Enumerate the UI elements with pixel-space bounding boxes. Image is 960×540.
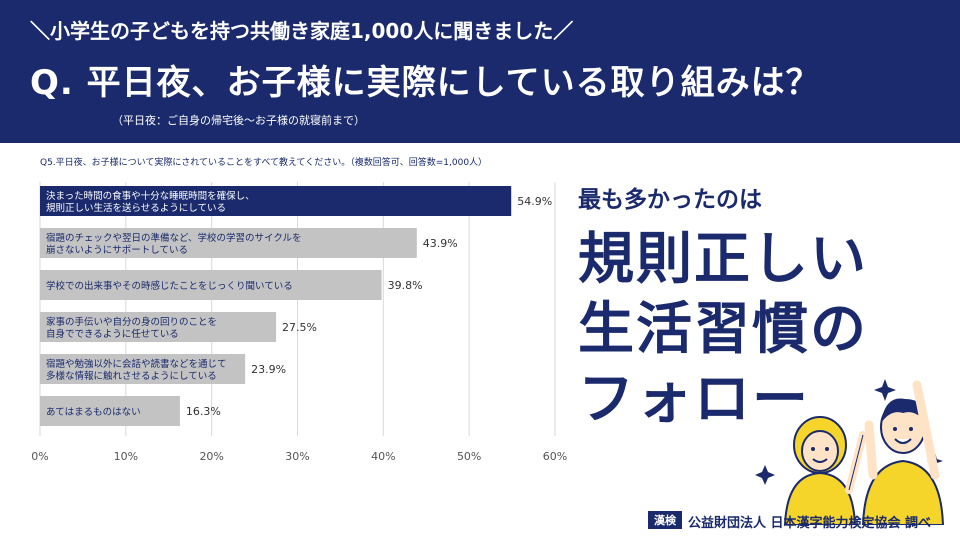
highlight-line-1: 規則正しい [578, 227, 868, 292]
bar-category-label: 家事の手伝いや自分の身の回りのことを [46, 316, 217, 328]
bar-category-label: 崩さないようにサポートしている [46, 244, 188, 256]
x-tick-label: 60% [543, 450, 567, 463]
source-credit: 公益財団法人 日本漢字能力検定協会 調べ [688, 516, 932, 531]
bar [40, 354, 246, 384]
bar [40, 186, 512, 216]
x-tick-label: 50% [457, 450, 481, 463]
header-subtitle: ＼小学生の子どもを持つ共働き家庭1,000人に聞きました／ [30, 19, 574, 43]
bar-category-label: 決まった時間の食事や十分な睡眠時間を確保し、 [46, 190, 255, 202]
bar-value-label: 54.9% [517, 195, 552, 208]
bar-category-label: 学校での出来事やその時感じたことをじっくり聞いている [46, 280, 293, 292]
woman-figure [783, 416, 867, 525]
x-tick-label: 0% [31, 450, 48, 463]
page-title: Q. 平日夜、お子様に実際にしている取り組みは？ [30, 63, 821, 103]
man-figure [861, 380, 945, 525]
bar [40, 396, 180, 426]
x-tick-label: 10% [114, 450, 138, 463]
bar-chart: 0% 10% 20% 30% 40% 50% 60% 決まった時間の食事や十分な睡眠時間を確保… [31, 182, 567, 463]
bar-category-label: 規則正しい生活を送らせるようにしている [46, 202, 226, 214]
kanken-logo: 漢検 [648, 511, 682, 529]
bar-value-label: 43.9% [423, 237, 458, 250]
bar [40, 228, 417, 258]
bar-category-label: 宿題のチェックや翌日の準備など、学校の学習のサイクルを [46, 232, 302, 244]
bar-value-label: 16.3% [186, 405, 221, 418]
bar [40, 312, 277, 342]
highlight-line-3: フォロー [578, 367, 810, 432]
bar-category-label: 多様な情報に触れさせるようにしている [46, 370, 217, 382]
bar-category-label: あてはまるものはない [46, 407, 141, 418]
question-text: Q5.平日夜、お子様について実際にされていることをすべて教えてください。（複数回… [40, 158, 488, 168]
x-tick-label: 40% [371, 450, 395, 463]
header-note: （平日夜：ご自身の帰宅後〜お子様の就寝前まで） [112, 114, 365, 127]
bar-category-label: 自身でできるように任せている [46, 328, 179, 340]
highlight-lead: 最も多かったのは [578, 187, 762, 213]
sparkle-icon [874, 379, 896, 401]
cheering-people-illustration [755, 379, 945, 525]
bar-value-label: 27.5% [282, 321, 317, 334]
header-banner: ＼小学生の子どもを持つ共働き家庭1,000人に聞きました／ Q. 平日夜、お子様… [0, 0, 960, 143]
bar-value-label: 39.8% [388, 279, 423, 292]
highlight-line-2: 生活習慣の [578, 297, 868, 362]
sparkle-icon [755, 465, 775, 485]
x-tick-label: 30% [285, 450, 309, 463]
x-tick-label: 20% [199, 450, 223, 463]
bar [40, 270, 382, 300]
bar-category-label: 宿題や勉強以外に会話や読書などを通じて [46, 358, 227, 370]
bar-value-label: 23.9% [251, 363, 286, 376]
